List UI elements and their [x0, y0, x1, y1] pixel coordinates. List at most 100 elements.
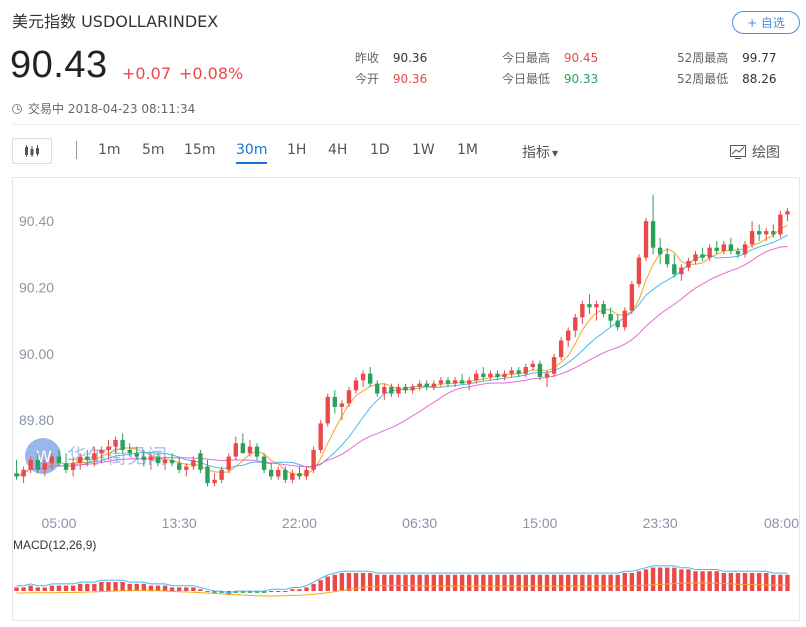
macd-bar: [198, 589, 203, 591]
macd-bar: [134, 583, 139, 591]
candle-body: [77, 456, 83, 464]
candle-body: [240, 443, 246, 454]
watermark-logo-glyph: W: [36, 447, 52, 466]
candle-body: [318, 423, 323, 450]
macd-bar: [544, 574, 550, 591]
draw-tool-button[interactable]: 绘图: [730, 142, 780, 162]
candle-body: [417, 383, 422, 387]
toolbar-separator: [76, 141, 77, 159]
candle-body: [120, 440, 125, 450]
macd-bar: [311, 583, 316, 591]
timeframe-1m[interactable]: 1m: [98, 142, 121, 158]
timeframe-1h[interactable]: 1H: [287, 142, 307, 158]
macd-bar: [219, 591, 224, 593]
price-change: +0.07: [122, 64, 172, 83]
candle-body: [297, 473, 302, 477]
macd-bar: [254, 591, 260, 593]
macd-bar: [113, 582, 118, 591]
candle-body: [636, 257, 642, 285]
chart-type-button[interactable]: [12, 138, 52, 164]
clock-icon: [12, 103, 22, 114]
candle-body: [650, 221, 656, 248]
macd-bar: [212, 591, 217, 593]
timeframe-4h[interactable]: 4H: [328, 142, 348, 158]
macd-bar: [389, 574, 394, 591]
candle-body: [573, 317, 578, 331]
macd-bar: [375, 574, 380, 591]
chart-area[interactable]: 90.40 90.20 90.00 89.80 W 华尔街见闻 05:00 13:30 22:0…: [12, 177, 800, 621]
macd-bar: [35, 587, 40, 591]
macd-bar: [21, 587, 26, 591]
macd-dea-line: [16, 582, 788, 597]
macd-bar: [728, 573, 734, 591]
macd-bar: [622, 573, 627, 591]
x-tick-label: 08:00: [764, 515, 799, 531]
candle-body: [530, 363, 536, 368]
candle-body: [261, 456, 267, 470]
candle-body: [558, 340, 564, 358]
x-tick-label: 15:00: [522, 515, 557, 531]
macd-bar: [764, 573, 769, 591]
macd-bar: [756, 573, 762, 591]
macd-bar: [42, 587, 48, 591]
candle-body: [693, 254, 698, 261]
macd-bar: [332, 574, 338, 591]
stat-value: 90.36: [392, 51, 428, 65]
macd-bar: [778, 574, 783, 591]
macd-bar: [466, 574, 472, 591]
macd-bar: [177, 587, 182, 591]
macd-bar: [240, 591, 246, 593]
macd-bar: [77, 583, 83, 591]
macd-bar: [502, 574, 507, 591]
macd-bar: [594, 574, 599, 591]
candle-body: [212, 479, 217, 484]
timeframe-30m[interactable]: 30m: [236, 142, 268, 164]
timeframe-1d[interactable]: 1D: [370, 142, 390, 158]
candle-body: [580, 304, 585, 318]
macd-bar: [474, 574, 479, 591]
macd-bar: [459, 574, 465, 591]
macd-bar: [261, 591, 267, 593]
y-tick-label: 90.40: [19, 213, 54, 229]
candle-body: [516, 370, 521, 374]
macd-bar: [360, 573, 366, 591]
candle-body: [233, 443, 238, 457]
macd-bar: [608, 574, 613, 591]
macd-bar: [566, 574, 571, 591]
candle-body: [672, 264, 677, 275]
macd-bar: [247, 591, 253, 593]
stat-52w-low: 52周最低 88.26: [677, 70, 776, 87]
macd-bar: [63, 585, 69, 591]
timeframe-1w[interactable]: 1W: [412, 142, 435, 158]
macd-bar: [573, 574, 578, 591]
macd-bar: [155, 585, 161, 591]
timeframe-5m[interactable]: 5m: [142, 142, 165, 158]
candle-body: [92, 453, 97, 460]
candle-body: [785, 211, 790, 215]
candle-body: [226, 456, 231, 470]
macd-bar: [290, 589, 295, 591]
timeframe-1mo[interactable]: 1M: [457, 142, 478, 158]
price-change-percent: +0.08%: [179, 64, 244, 83]
macd-bar: [346, 573, 352, 591]
ma-line-1: [16, 224, 788, 477]
macd-bar: [56, 585, 62, 591]
candle-body: [162, 459, 168, 464]
candle-body: [177, 463, 182, 470]
candle-body: [127, 449, 132, 454]
chart-toolbar: 1m 5m 15m 30m 1H 4H 1D 1W 1M 指标 ▼ 绘图: [12, 138, 802, 164]
macd-bar: [141, 583, 147, 591]
timeframe-15m[interactable]: 15m: [184, 142, 216, 158]
macd-bar: [205, 591, 210, 592]
stat-day-low: 今日最低 90.33: [502, 70, 598, 87]
indicator-dropdown[interactable]: 指标 ▼: [522, 142, 558, 162]
candle-body: [551, 357, 557, 374]
y-tick-label: 90.00: [19, 346, 54, 362]
macd-bar: [70, 585, 76, 591]
macd-bar: [643, 569, 649, 591]
candle-body: [99, 449, 104, 454]
add-watchlist-button[interactable]: + 自选: [732, 11, 800, 34]
stat-value: 90.36: [392, 72, 428, 86]
macd-bar: [488, 574, 493, 591]
